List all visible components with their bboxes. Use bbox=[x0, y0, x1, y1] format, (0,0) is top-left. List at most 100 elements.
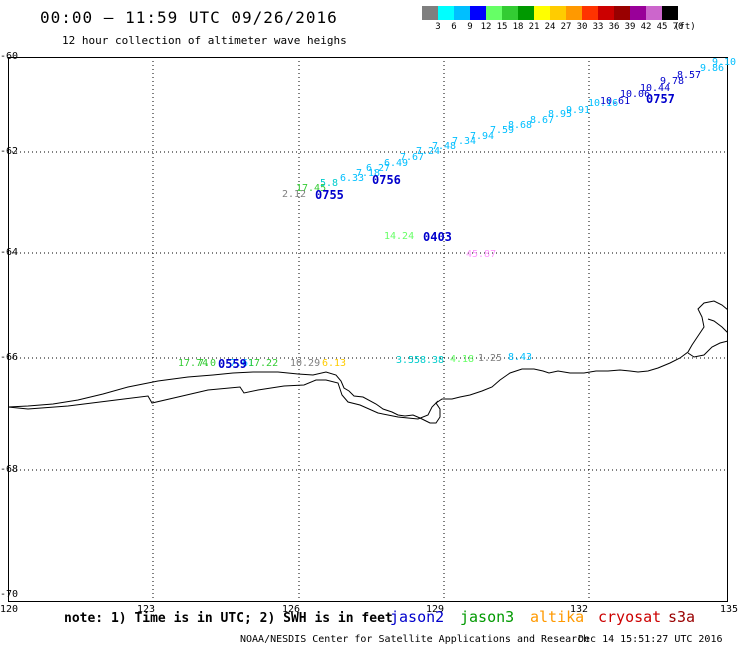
wave-height-label: 9.91 bbox=[566, 105, 591, 116]
wave-height-label: 7.59 bbox=[490, 125, 515, 136]
wave-height-label: 9.78 bbox=[660, 76, 685, 87]
pass-time-label: 0756 bbox=[372, 173, 401, 187]
latitude-label: -64 bbox=[0, 247, 19, 258]
wave-height-label: 7.18 bbox=[356, 168, 381, 179]
wave-height-label: 6.13 bbox=[322, 358, 347, 369]
longitude-label: 123 bbox=[137, 604, 156, 615]
wave-height-label: 9.86 bbox=[700, 63, 725, 74]
legend-item-s3a: s3a bbox=[668, 608, 696, 626]
colorbar-swatch bbox=[422, 6, 438, 20]
colorbar-swatch bbox=[470, 6, 486, 20]
pass-time-label: 0755 bbox=[315, 188, 344, 202]
colorbar-swatch bbox=[630, 6, 646, 20]
pass-time-label: 0559 bbox=[218, 357, 247, 371]
colorbar-label: 18 bbox=[512, 22, 524, 32]
wave-height-label: 8.68 bbox=[508, 120, 533, 131]
latitude-label: -66 bbox=[0, 352, 19, 363]
latitude-label: -60 bbox=[0, 51, 19, 62]
wave-height-label: 10.61 bbox=[600, 96, 631, 107]
wave-height-label: 1.25 bbox=[478, 353, 503, 364]
units-note: note: 1) Time is in UTC; 2) SWH is in fe… bbox=[64, 611, 393, 626]
colorbar-label: 39 bbox=[624, 22, 636, 32]
wave-height-label: 7.34 bbox=[452, 136, 477, 147]
colorbar-label: 42 bbox=[640, 22, 652, 32]
colorbar-swatch bbox=[598, 6, 614, 20]
wave-height-label: 10.44 bbox=[640, 83, 671, 94]
wave-height-label: 17.22 bbox=[248, 358, 279, 369]
colorbar-swatch bbox=[438, 6, 454, 20]
wave-height-label: 10.29 bbox=[290, 358, 321, 369]
wave-height-label: 8.57 bbox=[677, 70, 702, 81]
colorbar-label: 30 bbox=[576, 22, 588, 32]
wave-height-label: 5.8 bbox=[320, 178, 339, 189]
colorbar-swatch bbox=[454, 6, 470, 20]
coastline-east-inner bbox=[707, 318, 728, 334]
wave-height-label: 6.49 bbox=[384, 158, 409, 169]
longitude-label: 120 bbox=[0, 604, 19, 615]
colorbar-swatch bbox=[502, 6, 518, 20]
colorbar-label: 45 bbox=[656, 22, 668, 32]
colorbar-swatch bbox=[518, 6, 534, 20]
colorbar-label: 6 bbox=[451, 22, 457, 32]
wave-height-label: 8.95 bbox=[548, 109, 573, 120]
longitude-label: 129 bbox=[426, 604, 445, 615]
wave-height-label: 8.67 bbox=[530, 115, 555, 126]
colorbar-label: 12 bbox=[480, 22, 492, 32]
colorbar-label: 33 bbox=[592, 22, 604, 32]
credit-line: NOAA/NESDIS Center for Satellite Applica… bbox=[240, 634, 590, 645]
colorbar-swatch bbox=[582, 6, 598, 20]
latitude-label: -70 bbox=[0, 589, 19, 600]
colorbar-label: 15 bbox=[496, 22, 508, 32]
longitude-label: 135 bbox=[720, 604, 739, 615]
wave-height-label: 14.24 bbox=[384, 231, 415, 242]
wave-height-label: 9.10 bbox=[712, 57, 737, 68]
wave-height-label: 7.24 bbox=[416, 146, 441, 157]
colorbar-label: 3 bbox=[435, 22, 441, 32]
wave-height-label: 6.27 bbox=[366, 163, 391, 174]
wave-height-label: 45.87 bbox=[466, 249, 497, 260]
legend-item-altika: altika bbox=[530, 608, 585, 626]
colorbar-swatch bbox=[662, 6, 678, 20]
colorbar-swatch bbox=[534, 6, 550, 20]
wave-height-label: 2.12 bbox=[282, 189, 307, 200]
wave-height-label: 10.06 bbox=[620, 89, 651, 100]
pass-time-label: 0403 bbox=[423, 230, 452, 244]
legend-item-jason3: jason3 bbox=[460, 608, 515, 626]
colorbar-label: (ft) bbox=[674, 22, 696, 32]
wave-height-label: 8.43 bbox=[508, 352, 533, 363]
generated-timestamp: Dec 14 15:51:27 UTC 2016 bbox=[578, 634, 723, 645]
wave-height-label: 17.74 bbox=[178, 358, 209, 369]
wave-height-label: 7.61 bbox=[230, 358, 255, 369]
wave-height-label: 3.55 bbox=[396, 355, 421, 366]
colorbar-label: 24 bbox=[544, 22, 556, 32]
wave-height-label: 7.67 bbox=[400, 152, 425, 163]
latitude-label: -62 bbox=[0, 146, 19, 157]
pass-time-label: 0757 bbox=[646, 92, 675, 106]
colorbar-label: 36 bbox=[608, 22, 620, 32]
colorbar bbox=[422, 6, 678, 20]
wave-height-label: 8.38 bbox=[420, 355, 445, 366]
map-border bbox=[8, 57, 728, 602]
colorbar-swatch bbox=[486, 6, 502, 20]
colorbar-label: 9 bbox=[467, 22, 473, 32]
wave-height-label: 7.0 bbox=[198, 358, 217, 369]
coastline-east bbox=[687, 340, 728, 358]
map-frame bbox=[8, 57, 728, 602]
colorbar-label: 27 bbox=[560, 22, 572, 32]
legend-item-jason2: jason2 bbox=[390, 608, 445, 626]
wave-height-label: 6.33 bbox=[340, 173, 365, 184]
wave-height-label: 10.16 bbox=[588, 98, 619, 109]
colorbar-label: 70 bbox=[672, 22, 684, 32]
wave-height-label: 7.94 bbox=[470, 131, 495, 142]
longitude-label: 132 bbox=[570, 604, 589, 615]
colorbar-swatch bbox=[646, 6, 662, 20]
coastline bbox=[8, 300, 728, 424]
colorbar-swatch bbox=[614, 6, 630, 20]
colorbar-label: 21 bbox=[528, 22, 540, 32]
legend-item-cryosat: cryosat bbox=[598, 608, 662, 626]
wave-height-label: 4.18 bbox=[450, 354, 475, 365]
colorbar-swatch bbox=[550, 6, 566, 20]
colorbar-swatch bbox=[566, 6, 582, 20]
wave-height-label: 7.48 bbox=[432, 141, 457, 152]
map-subtitle: 12 hour collection of altimeter wave hei… bbox=[62, 34, 347, 47]
